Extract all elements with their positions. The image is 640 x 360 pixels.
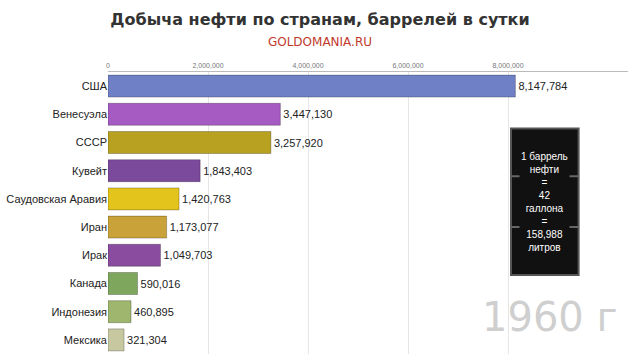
svg-text:Ирак: Ирак bbox=[82, 249, 107, 261]
svg-text:0: 0 bbox=[106, 62, 110, 69]
svg-text:1,843,403: 1,843,403 bbox=[203, 165, 252, 177]
svg-text:1960 г: 1960 г bbox=[482, 294, 618, 340]
svg-text:Иран: Иран bbox=[81, 221, 107, 233]
svg-text:3,447,130: 3,447,130 bbox=[283, 108, 332, 120]
svg-text:СССР: СССР bbox=[76, 136, 107, 148]
svg-text:1,420,763: 1,420,763 bbox=[182, 193, 231, 205]
svg-text:3,257,920: 3,257,920 bbox=[274, 137, 323, 149]
svg-text:1 баррельнефти=42галлона=158,9: 1 баррельнефти=42галлона=158,988литров bbox=[521, 151, 568, 253]
svg-text:8,147,784: 8,147,784 bbox=[518, 80, 567, 92]
svg-text:1,049,703: 1,049,703 bbox=[163, 249, 212, 261]
svg-text:1,173,077: 1,173,077 bbox=[170, 221, 219, 233]
svg-text:321,304: 321,304 bbox=[127, 334, 167, 346]
svg-text:590,016: 590,016 bbox=[141, 278, 181, 290]
svg-text:2,000,000: 2,000,000 bbox=[192, 62, 223, 69]
svg-text:США: США bbox=[82, 80, 108, 92]
svg-text:4,000,000: 4,000,000 bbox=[292, 62, 323, 69]
svg-text:Саудовская Аравия: Саудовская Аравия bbox=[6, 193, 107, 205]
svg-text:6,000,000: 6,000,000 bbox=[392, 62, 423, 69]
svg-text:8,000,000: 8,000,000 bbox=[492, 62, 523, 69]
svg-text:Кувейт: Кувейт bbox=[72, 165, 107, 177]
svg-text:460,895: 460,895 bbox=[134, 306, 174, 318]
svg-text:Добыча нефти по странам, барре: Добыча нефти по странам, баррелей в сутк… bbox=[110, 10, 529, 49]
svg-text:Канада: Канада bbox=[70, 277, 108, 289]
svg-text:Индонезия: Индонезия bbox=[51, 306, 107, 318]
svg-text:Мексика: Мексика bbox=[64, 334, 108, 346]
svg-text:Венесуэла: Венесуэла bbox=[53, 108, 108, 120]
